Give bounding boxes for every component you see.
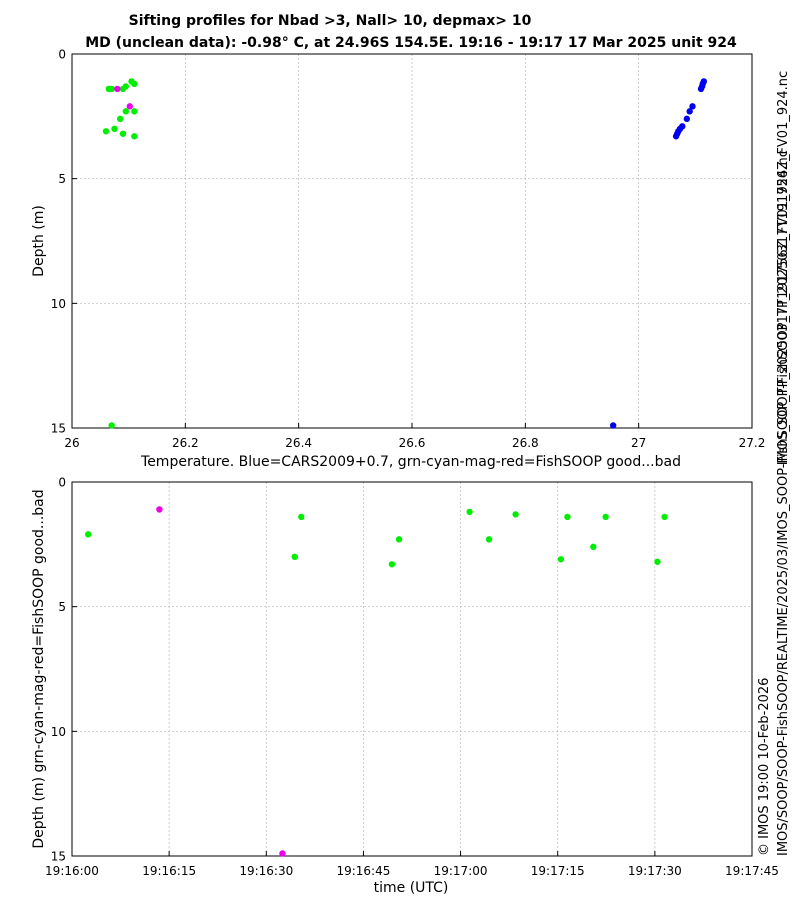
data-point-mag (114, 85, 121, 93)
x-tick-label: 19:17:30 (628, 864, 682, 878)
data-point-good (131, 108, 138, 115)
top-grid (72, 54, 752, 428)
data-point-cars (683, 115, 691, 123)
data-point-good (466, 508, 473, 516)
data-point-mag (126, 103, 133, 110)
data-point-good (116, 115, 124, 123)
x-tick-label: 27 (631, 436, 646, 450)
y-tick-label: 0 (58, 476, 66, 490)
bottom-y-axis-label: Depth (m) grn-cyan-mag-red=FishSOOP good… (31, 489, 47, 848)
data-point-good (291, 553, 298, 560)
data-point-cars (697, 85, 705, 93)
data-point-good (485, 536, 493, 543)
data-point-good (512, 511, 519, 518)
data-point-mag (156, 506, 163, 513)
x-tick-label: 27.2 (739, 436, 766, 450)
data-point-mag (279, 850, 286, 857)
data-point-cars (686, 108, 693, 115)
data-point-good (388, 561, 396, 568)
data-point-good (122, 108, 130, 115)
top-x-ticks: 26 26.2 26.4 26.6 26.8 27 27.2 (64, 423, 765, 450)
y-tick-label: 5 (58, 600, 66, 614)
y-tick-label: 10 (51, 297, 66, 311)
x-tick-label: 19:17:15 (531, 864, 585, 878)
copyright-stamp: © IMOS 19:00 10-Feb-2026 (757, 678, 772, 856)
data-point-good (84, 531, 92, 538)
data-point-good (119, 130, 127, 137)
data-point-good (557, 556, 565, 563)
bottom-x-ticks: 19:16:00 19:16:15 19:16:30 19:16:45 19:17:00… (45, 851, 779, 878)
data-point-good (122, 83, 130, 90)
bottom-grid (72, 482, 752, 856)
temperature-depth-plot: 26 26.2 26.4 26.6 26.8 27 27.2 0 5 10 15 Temperat… (31, 48, 765, 471)
data-point-good (111, 125, 118, 132)
data-point-good (395, 536, 403, 543)
bottom-data-points (84, 506, 668, 857)
top-data-points (102, 78, 708, 429)
filename-label: IMOS_SOOP-FishSOOP_TP_20250317T191756Z_F… (776, 71, 791, 465)
x-tick-label: 19:16:00 (45, 864, 99, 878)
data-point-cars (672, 133, 680, 140)
y-tick-label: 0 (58, 48, 66, 62)
x-tick-label: 26.8 (512, 436, 539, 450)
y-tick-label: 10 (51, 725, 66, 739)
data-point-good (661, 513, 668, 521)
data-point-good (590, 543, 597, 551)
title-line-1: Sifting profiles for Nbad >3, Nall> 10, … (129, 13, 532, 29)
x-tick-label: 19:16:30 (239, 864, 293, 878)
y-tick-label: 15 (51, 850, 66, 864)
y-tick-label: 5 (58, 172, 66, 186)
x-tick-label: 26.4 (285, 436, 312, 450)
data-point-cars (609, 422, 617, 429)
x-tick-label: 19:16:15 (142, 864, 196, 878)
data-point-good (602, 513, 609, 521)
top-x-axis-label: Temperature. Blue=CARS2009+0.7, grn-cyan… (140, 454, 681, 470)
time-depth-plot: 19:16:00 19:16:15 19:16:30 19:16:45 19:17:00… (31, 476, 779, 897)
x-tick-label: 19:16:45 (336, 864, 390, 878)
bottom-x-axis-label: time (UTC) (374, 880, 449, 896)
y-tick-label: 15 (51, 422, 66, 436)
top-y-axis-label: Depth (m) (31, 205, 47, 277)
data-point-good (131, 133, 138, 140)
data-point-good (654, 558, 661, 565)
repository-path: IMOS/SOOP/SOOP-FishSOOP/REALTIME/2025/03… (776, 150, 791, 856)
x-tick-label: 26.6 (399, 436, 426, 450)
x-tick-label: 26 (64, 436, 79, 450)
x-tick-label: 19:17:00 (434, 864, 488, 878)
x-tick-label: 19:17:45 (725, 864, 779, 878)
bottom-plot-frame (71, 481, 753, 857)
x-tick-label: 26.2 (172, 436, 199, 450)
data-point-good (131, 80, 138, 88)
top-y-ticks: 0 5 10 15 (51, 48, 77, 436)
title-line-2: MD (unclean data): -0.98° C, at 24.96S 1… (85, 35, 737, 51)
bottom-y-ticks: 0 5 10 15 (51, 476, 77, 864)
data-point-good (108, 422, 115, 429)
data-point-good (298, 513, 305, 521)
data-point-cars (689, 103, 696, 110)
data-point-good (564, 513, 571, 521)
data-point-good (108, 85, 115, 93)
data-point-good (102, 128, 110, 135)
